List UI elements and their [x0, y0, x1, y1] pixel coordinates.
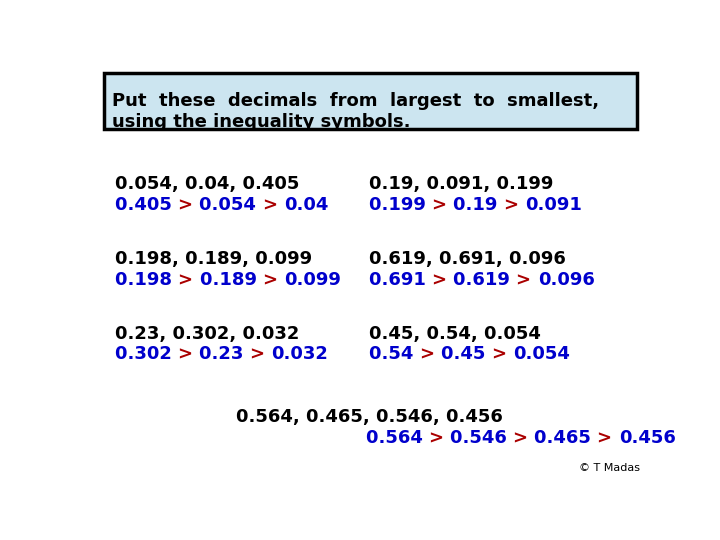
Text: 0.54: 0.54: [369, 346, 420, 363]
Text: 0.198: 0.198: [115, 271, 179, 288]
Text: Put  these  decimals  from  largest  to  smallest,: Put these decimals from largest to small…: [112, 92, 600, 110]
Text: >: >: [504, 196, 526, 214]
Text: 0.405: 0.405: [115, 196, 179, 214]
Text: 0.45, 0.54, 0.054: 0.45, 0.54, 0.054: [369, 325, 541, 343]
Text: >: >: [179, 346, 199, 363]
Text: 0.619: 0.619: [454, 271, 516, 288]
Text: >: >: [420, 346, 441, 363]
Text: >: >: [513, 429, 534, 447]
Text: >: >: [516, 271, 538, 288]
Text: 0.691: 0.691: [369, 271, 432, 288]
Text: 0.19, 0.091, 0.199: 0.19, 0.091, 0.199: [369, 175, 554, 193]
Text: 0.23: 0.23: [199, 346, 250, 363]
Text: 0.465: 0.465: [534, 429, 598, 447]
Text: © T Madas: © T Madas: [579, 463, 639, 473]
Text: using the inequality symbols.: using the inequality symbols.: [112, 113, 411, 131]
Text: 0.091: 0.091: [526, 196, 582, 214]
Text: 0.198, 0.189, 0.099: 0.198, 0.189, 0.099: [115, 250, 312, 268]
Text: >: >: [263, 196, 284, 214]
Text: 0.054: 0.054: [199, 196, 263, 214]
Text: 0.23, 0.302, 0.032: 0.23, 0.302, 0.032: [115, 325, 300, 343]
Text: 0.04: 0.04: [284, 196, 328, 214]
Text: 0.19: 0.19: [454, 196, 504, 214]
Text: >: >: [179, 271, 199, 288]
Text: 0.054, 0.04, 0.405: 0.054, 0.04, 0.405: [115, 175, 300, 193]
Text: >: >: [428, 429, 450, 447]
Text: 0.054: 0.054: [513, 346, 570, 363]
Text: >: >: [250, 346, 271, 363]
Text: >: >: [263, 271, 284, 288]
Text: 0.456: 0.456: [618, 429, 675, 447]
Text: 0.546: 0.546: [450, 429, 513, 447]
Text: 0.099: 0.099: [284, 271, 341, 288]
Text: 0.564, 0.465, 0.546, 0.456: 0.564, 0.465, 0.546, 0.456: [235, 408, 503, 426]
Text: >: >: [432, 196, 454, 214]
Text: 0.189: 0.189: [199, 271, 263, 288]
Text: 0.032: 0.032: [271, 346, 328, 363]
FancyBboxPatch shape: [104, 73, 637, 129]
Text: >: >: [492, 346, 513, 363]
Text: >: >: [432, 271, 454, 288]
Text: 0.096: 0.096: [538, 271, 595, 288]
Text: 0.302: 0.302: [115, 346, 179, 363]
Text: 0.564: 0.564: [366, 429, 428, 447]
Text: 0.199: 0.199: [369, 196, 432, 214]
Text: 0.619, 0.691, 0.096: 0.619, 0.691, 0.096: [369, 250, 566, 268]
Text: >: >: [179, 196, 199, 214]
Text: >: >: [598, 429, 618, 447]
Text: 0.45: 0.45: [441, 346, 492, 363]
